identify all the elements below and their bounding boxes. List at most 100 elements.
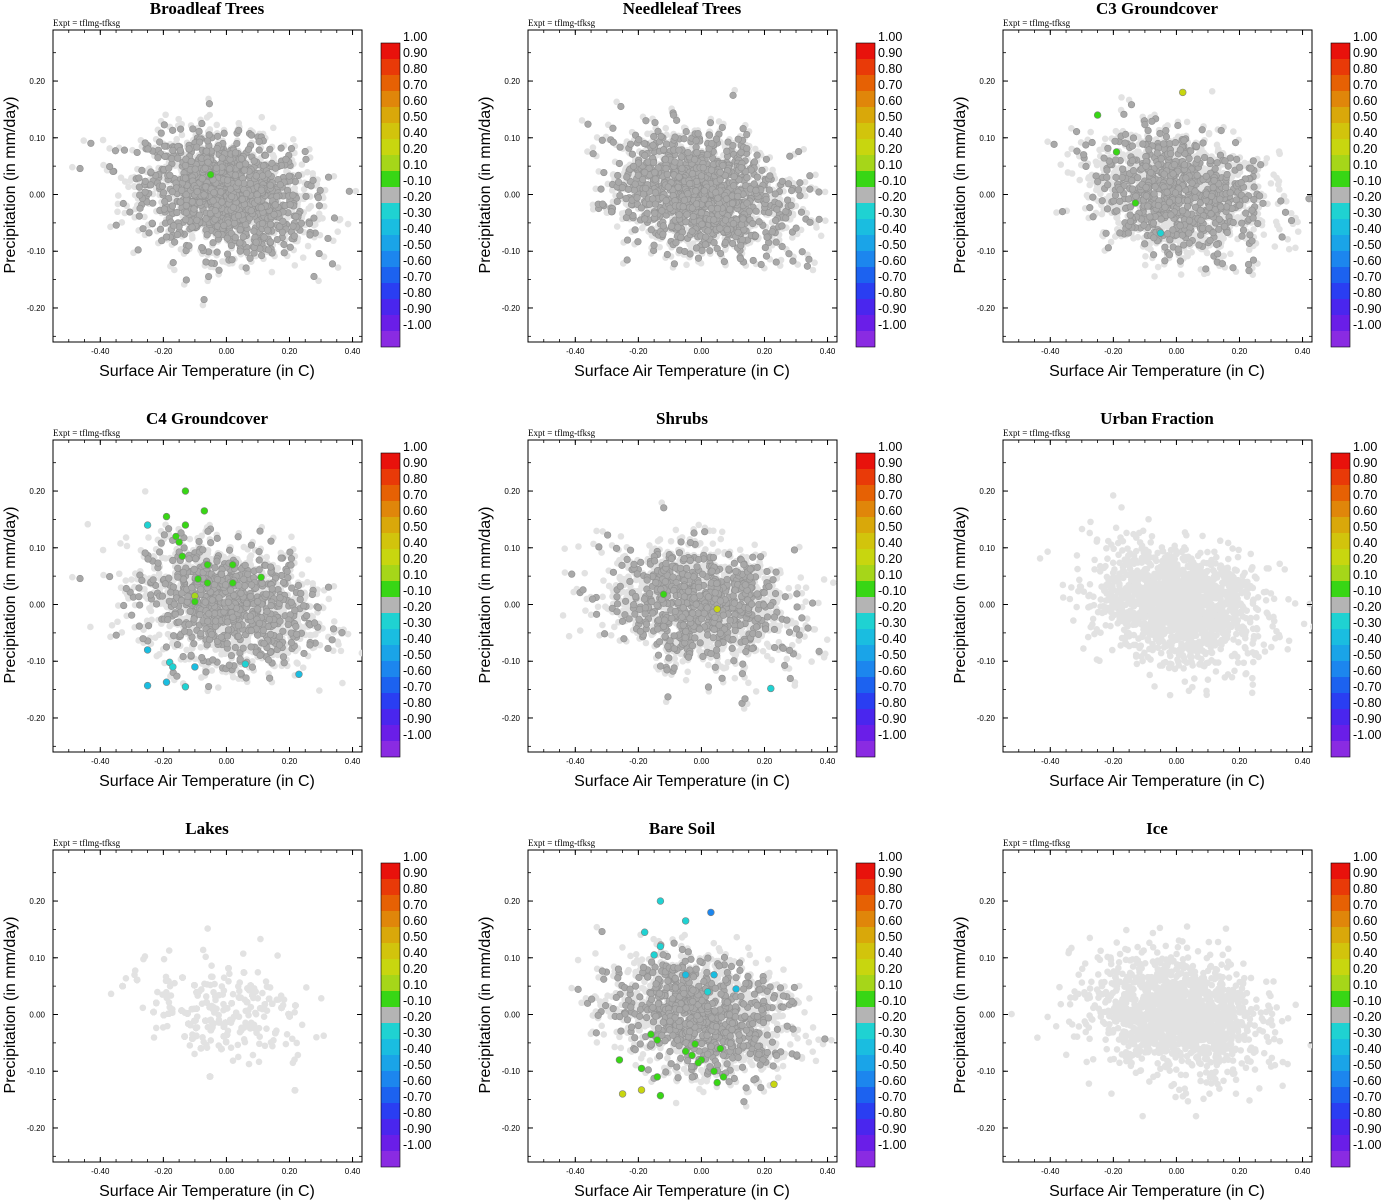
scatter-point-neutral	[301, 147, 309, 156]
scatter-point-neutral	[306, 231, 314, 239]
scatter-point-neutral	[613, 197, 621, 206]
scatter-point-background	[769, 166, 776, 174]
scatter-point-background	[69, 163, 76, 171]
scatter-point-neutral	[270, 210, 278, 219]
scatter-point-neutral	[247, 131, 255, 139]
scatter-point-neutral	[154, 154, 162, 162]
scatter-point-neutral	[324, 234, 332, 243]
scatter-point-neutral	[806, 185, 814, 193]
scatter-point-neutral	[314, 194, 322, 202]
scatter-point-neutral	[177, 125, 185, 133]
scatter-point-neutral	[258, 172, 267, 180]
scatter-point-neutral	[223, 250, 232, 258]
scatter-point-neutral	[253, 190, 261, 199]
scatter-point-neutral	[210, 189, 218, 197]
scatter-point-background	[162, 111, 169, 119]
colorbar-swatch	[381, 187, 400, 203]
scatter-point-neutral	[662, 140, 671, 148]
scatter-point-neutral	[659, 222, 667, 230]
scatter-point-neutral	[223, 176, 232, 184]
scatter-point-neutral	[203, 147, 211, 155]
experiment-label: Expt = tflmg-tfksg	[53, 18, 121, 28]
scatter-point-background	[608, 187, 616, 194]
scatter-point-neutral	[205, 272, 213, 281]
scatter-point-neutral	[589, 150, 597, 158]
scatter-point-neutral	[168, 154, 176, 163]
scatter-point-neutral	[168, 188, 176, 196]
colorbar-label: -0.20	[403, 190, 432, 204]
scatter-point-background	[291, 184, 298, 192]
scatter-point-neutral	[718, 123, 726, 132]
scatter-point-neutral	[213, 132, 222, 140]
scatter-point-neutral	[236, 239, 244, 247]
scatter-point-background	[125, 183, 132, 191]
scatter-point-neutral	[188, 223, 196, 231]
scatter-point-neutral	[240, 166, 249, 174]
scatter-point-background	[118, 219, 126, 226]
scatter-point-neutral	[87, 139, 95, 147]
scatter-point-neutral	[630, 186, 638, 194]
colorbar-label: -1.00	[403, 318, 432, 332]
scatter-point-neutral	[215, 266, 223, 274]
scatter-point-neutral	[796, 192, 804, 200]
scatter-point-neutral	[148, 219, 156, 227]
scatter-point-neutral	[162, 233, 171, 241]
scatter-point-neutral	[228, 256, 236, 264]
scatter-point-neutral	[191, 165, 199, 173]
scatter-point-neutral	[213, 144, 221, 153]
scatter-point-neutral	[302, 155, 310, 163]
colorbar-swatch	[381, 331, 400, 347]
y-tick-label: 0.10	[29, 134, 45, 143]
scatter-point-neutral	[147, 181, 155, 189]
scatter-point-neutral	[111, 147, 120, 155]
scatter-point-neutral	[255, 146, 263, 154]
scatter-point-background	[638, 224, 646, 232]
y-tick-label: 0.00	[29, 191, 45, 200]
scatter-point-neutral	[271, 164, 280, 172]
scatter-point-neutral	[161, 152, 169, 161]
scatter-point-neutral	[156, 225, 165, 233]
scatter-point-neutral	[737, 241, 745, 250]
colorbar-label: -0.90	[403, 302, 432, 316]
scatter-point-neutral	[647, 226, 655, 234]
y-tick-label: 0.20	[29, 77, 45, 86]
scatter-point-neutral	[680, 135, 688, 143]
scatter-point-neutral	[176, 198, 185, 206]
scatter-point-neutral	[181, 161, 190, 170]
scatter-point-background	[315, 277, 322, 285]
colorbar-swatch	[381, 123, 400, 139]
scatter-point-neutral	[778, 177, 786, 185]
y-axis-label: Precipitation (in mm/day)	[2, 97, 19, 274]
scatter-point-background	[613, 223, 621, 230]
scatter-point-background	[99, 136, 107, 144]
scatter-point-neutral	[238, 195, 246, 203]
colorbar-swatch	[381, 299, 400, 315]
scatter-point-neutral	[315, 202, 323, 210]
scatter-point-neutral	[622, 195, 630, 203]
scatter-point-neutral	[247, 207, 255, 215]
scatter-point-background	[298, 161, 306, 168]
scatter-point-neutral	[672, 238, 680, 247]
scatter-point-neutral	[235, 161, 244, 169]
scatter-point-neutral	[145, 229, 153, 237]
scatter-point-neutral	[302, 192, 310, 201]
scatter-point-neutral	[189, 125, 197, 133]
scatter-point-neutral	[138, 166, 146, 174]
scatter-point-neutral	[157, 129, 165, 137]
scatter-point-neutral	[159, 189, 168, 197]
scatter-point-neutral	[188, 198, 196, 206]
scatter-point-neutral	[734, 135, 742, 143]
scatter-point-neutral	[201, 164, 209, 172]
scatter-point-neutral	[305, 220, 314, 228]
scatter-point-neutral	[168, 202, 177, 210]
scatter-point-neutral	[141, 139, 149, 147]
scatter-point-background	[173, 135, 180, 143]
scatter-point-neutral	[768, 228, 776, 236]
scatter-point-neutral	[729, 91, 737, 99]
scatter-point-neutral	[120, 146, 129, 154]
colorbar: 1.000.900.800.700.600.500.400.200.10-0.1…	[380, 30, 432, 348]
colorbar-swatch	[381, 235, 400, 251]
scatter-point-background	[644, 130, 651, 138]
colorbar-label: 0.60	[403, 94, 427, 108]
